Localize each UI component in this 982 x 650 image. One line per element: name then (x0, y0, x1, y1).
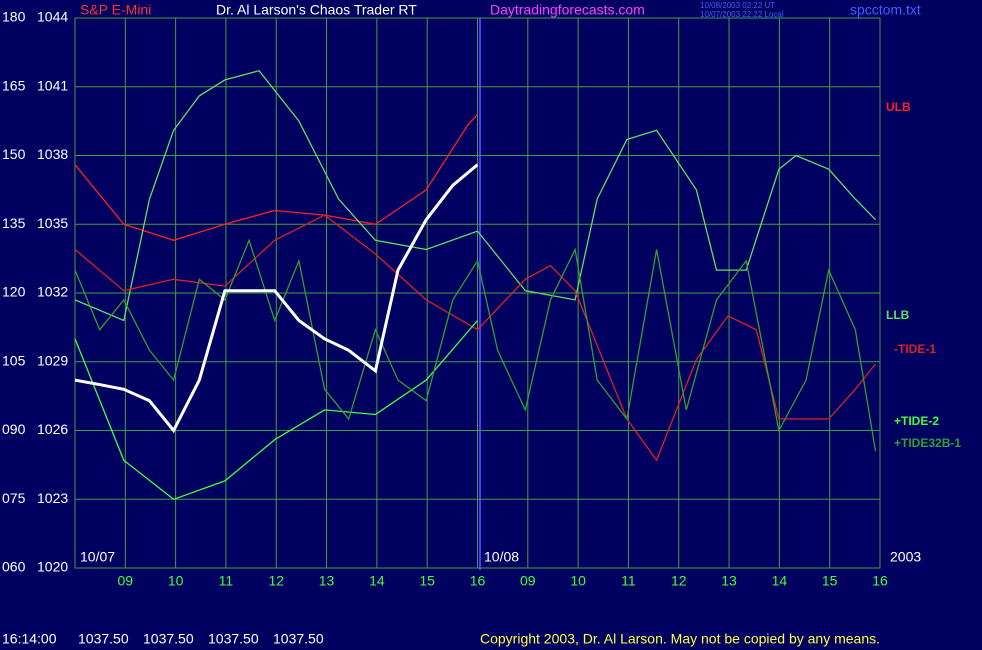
copyright: Copyright 2003, Dr. Al Larson. May not b… (480, 631, 880, 647)
series-line (74, 113, 478, 241)
y2-tick-label: 120 (2, 284, 26, 300)
y2-tick-label: 090 (2, 421, 26, 437)
legend-label: ULB (886, 100, 911, 114)
series-line (74, 238, 877, 452)
y-tick-label: 1041 (37, 77, 68, 93)
legend-label: +TIDE32B-1 (894, 436, 961, 450)
x-tick-label: 11 (621, 573, 636, 589)
quote: 1037.50 (143, 631, 194, 647)
quote: 1037.50 (208, 631, 259, 647)
site: Daytradingforecasts.com (490, 2, 645, 18)
chart-title: Dr. Al Larson's Chaos Trader RT (216, 2, 417, 18)
y2-tick-label: 075 (2, 490, 26, 506)
y2-tick-label: 150 (2, 146, 26, 162)
x-tick-label: 11 (219, 573, 234, 589)
x-tick-label: 15 (822, 573, 838, 589)
series-line (74, 163, 479, 434)
quote: 1037.50 (78, 631, 129, 647)
legend-label: -TIDE-1 (894, 342, 936, 356)
y2-tick-label: 135 (2, 215, 26, 231)
series-line (74, 69, 876, 322)
y2-tick-label: 180 (2, 9, 26, 25)
symbol: S&P E-Mini (80, 2, 151, 18)
file-name: spcctom.txt (850, 2, 921, 18)
y-tick-label: 1032 (37, 284, 68, 300)
date-label: 10/08 (484, 549, 519, 565)
y2-tick-label: 105 (2, 352, 26, 368)
x-tick-label: 16 (470, 573, 486, 589)
x-tick-label: 09 (520, 573, 536, 589)
x-tick-label: 14 (369, 573, 385, 589)
x-tick-label: 10 (168, 573, 184, 589)
y2-tick-label: 165 (2, 77, 26, 93)
y-tick-label: 1035 (37, 215, 68, 231)
date-label: 2003 (890, 549, 921, 565)
y-tick-label: 1023 (37, 490, 68, 506)
y-tick-label: 1044 (37, 9, 68, 25)
date-label: 10/07 (80, 549, 115, 565)
x-tick-label: 16 (872, 573, 888, 589)
x-tick-label: 10 (570, 573, 586, 589)
x-tick-label: 12 (268, 573, 284, 589)
y-tick-label: 1026 (37, 421, 68, 437)
quote: 1037.50 (273, 631, 324, 647)
y-tick-label: 1020 (37, 559, 68, 575)
footer-time: 16:14:00 (2, 631, 57, 647)
y-tick-label: 1038 (37, 146, 68, 162)
legend-label: LLB (886, 308, 910, 322)
legend-label: +TIDE-2 (894, 414, 939, 428)
y-tick-label: 1029 (37, 352, 68, 368)
x-tick-label: 14 (772, 573, 788, 589)
x-tick-label: 13 (721, 573, 737, 589)
time-ut: 10/08/2003 02:22 UT (700, 1, 775, 10)
y2-tick-label: 060 (2, 559, 26, 575)
x-tick-label: 12 (671, 573, 687, 589)
x-tick-label: 15 (419, 573, 435, 589)
series-line (74, 214, 877, 462)
x-tick-label: 13 (319, 573, 335, 589)
x-tick-label: 09 (118, 573, 134, 589)
time-local: 10/07/2003 22:22 Local (700, 10, 784, 19)
series-line (74, 320, 478, 501)
